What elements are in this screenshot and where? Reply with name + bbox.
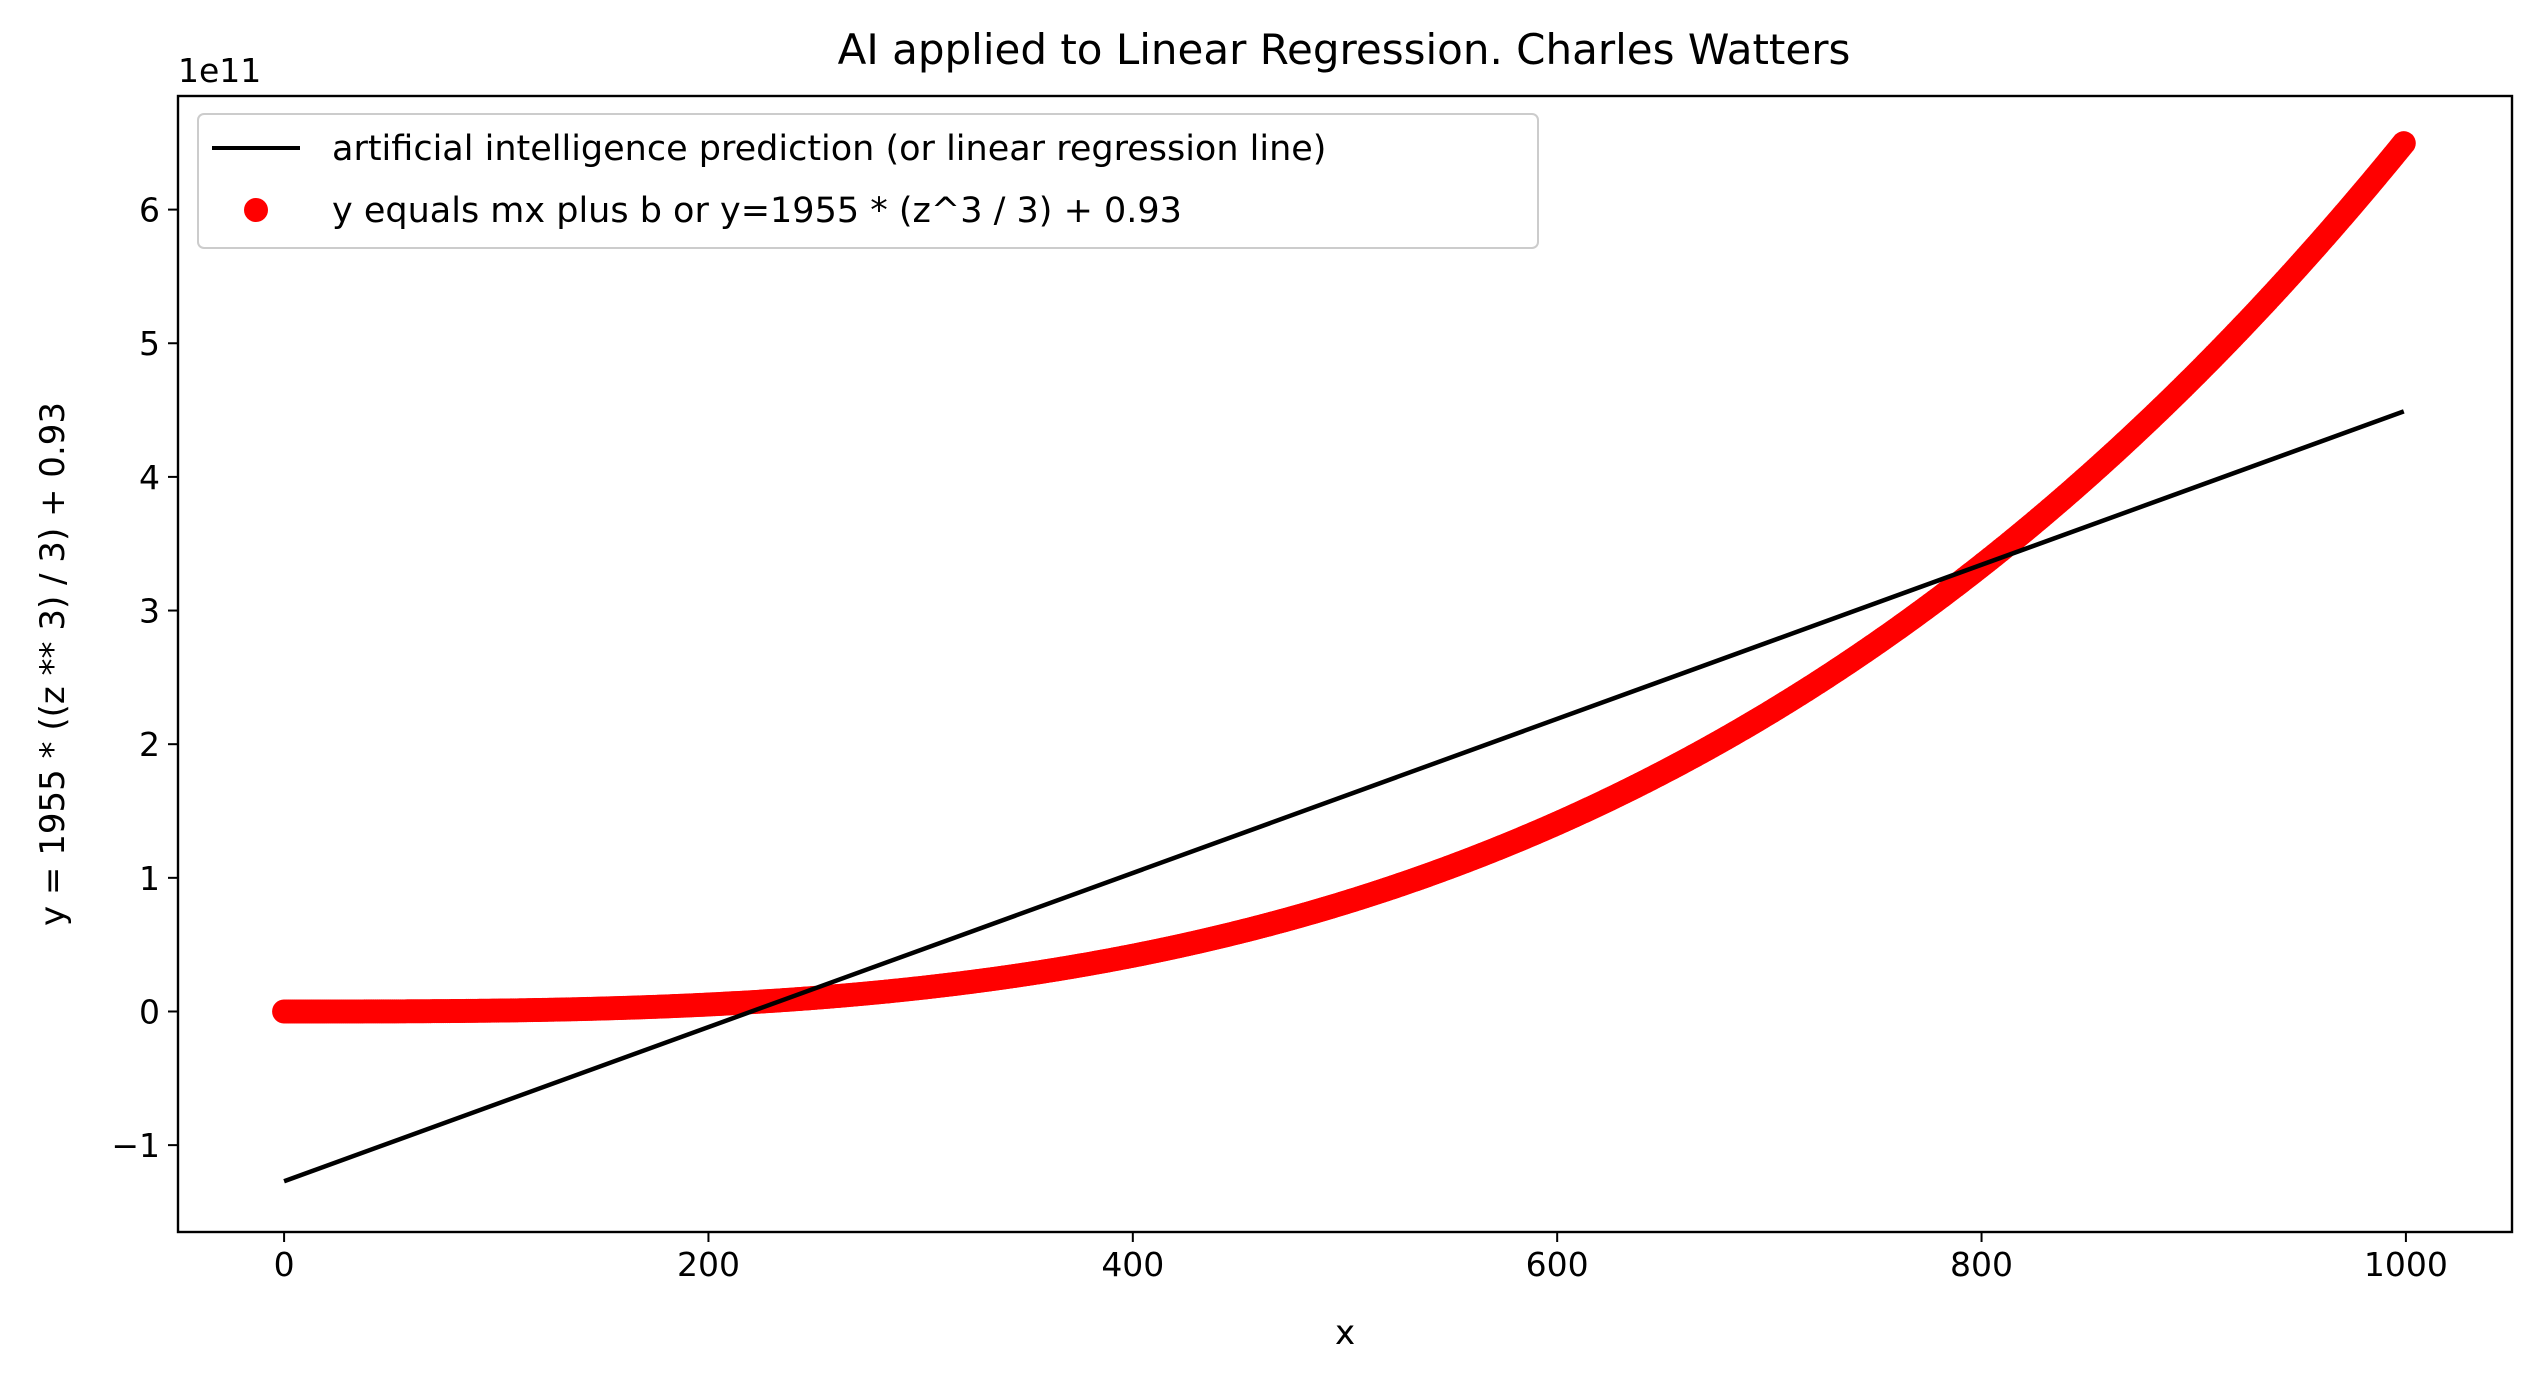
y-axis-label: y = 1955 * ((z ** 3) / 3) + 0.93 <box>33 402 73 926</box>
y-tick-label: 3 <box>139 592 160 631</box>
y-tick-label: 6 <box>139 191 160 230</box>
x-tick-label: 400 <box>1101 1245 1164 1284</box>
legend-label-scatter-points: y equals mx plus b or y=1955 * (z^3 / 3)… <box>332 191 1182 231</box>
legend: artificial intelligence prediction (or l… <box>197 113 1539 249</box>
legend-box <box>197 113 1539 249</box>
x-axis-label: x <box>1335 1313 1355 1353</box>
chart-title: AI applied to Linear Regression. Charles… <box>838 25 1851 74</box>
y-tick-label: 0 <box>139 992 160 1031</box>
legend-marker-swatch <box>244 198 268 222</box>
y-tick-label: 1 <box>139 859 160 898</box>
y-tick-label: 2 <box>139 725 160 764</box>
x-tick-label: 1000 <box>2364 1245 2448 1284</box>
x-tick-label: 800 <box>1950 1245 2013 1284</box>
y-offset-label: 1e11 <box>178 51 261 90</box>
regression-line <box>283 409 2405 1184</box>
y-tick-label: 4 <box>139 458 160 497</box>
y-tick-label: 5 <box>139 324 160 363</box>
plot-area <box>272 131 2416 1184</box>
y-tick-label: −1 <box>111 1126 160 1165</box>
x-tick-label: 600 <box>1526 1245 1589 1284</box>
scatter-series <box>272 131 2416 1024</box>
x-tick-label: 200 <box>677 1245 740 1284</box>
x-tick-label: 0 <box>274 1245 295 1284</box>
legend-label-regression-line: artificial intelligence prediction (or l… <box>332 129 1326 169</box>
plot-frame <box>176 94 2514 1234</box>
scatter-point <box>2391 131 2416 156</box>
axis-ticks: 0 200 400 600 800 1000 −1 0 1 2 3 4 5 6 <box>111 191 2448 1284</box>
